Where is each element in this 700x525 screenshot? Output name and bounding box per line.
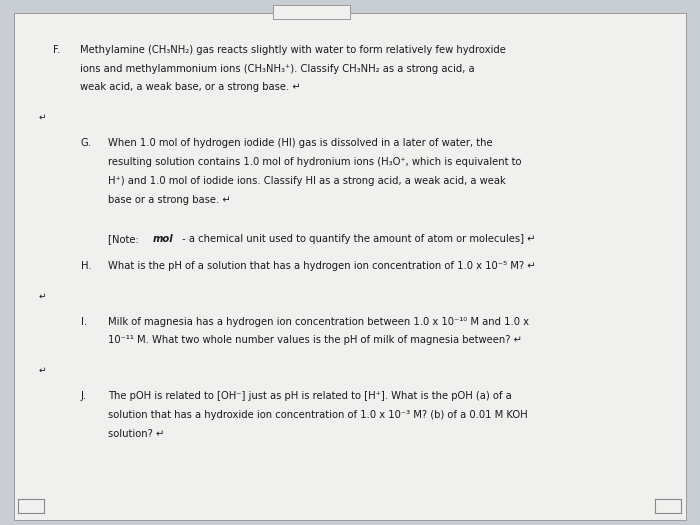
- Text: H⁺) and 1.0 mol of iodide ions. Classify HI as a strong acid, a weak acid, a wea: H⁺) and 1.0 mol of iodide ions. Classify…: [108, 176, 506, 186]
- Text: F.: F.: [52, 45, 60, 55]
- FancyBboxPatch shape: [14, 13, 686, 520]
- FancyBboxPatch shape: [273, 5, 350, 19]
- Text: ↵: ↵: [38, 113, 46, 122]
- Text: - a chemical unit used to quantify the amount of atom or molecules] ↵: - a chemical unit used to quantify the a…: [178, 234, 536, 244]
- Text: ions and methylammonium ions (CH₃NH₃⁺). Classify CH₃NH₂ as a strong acid, a: ions and methylammonium ions (CH₃NH₃⁺). …: [80, 64, 475, 74]
- Text: J.: J.: [80, 391, 87, 401]
- Text: The pOH is related to [OH⁻] just as pH is related to [H⁺]. What is the pOH (a) o: The pOH is related to [OH⁻] just as pH i…: [108, 391, 512, 401]
- Text: ↵: ↵: [38, 366, 46, 375]
- Text: base or a strong base. ↵: base or a strong base. ↵: [108, 195, 231, 205]
- Text: solution that has a hydroxide ion concentration of 1.0 x 10⁻³ M? (b) of a 0.01 M: solution that has a hydroxide ion concen…: [108, 410, 528, 420]
- Text: 10⁻¹¹ M. What two whole number values is the pH of milk of magnesia between? ↵: 10⁻¹¹ M. What two whole number values is…: [108, 335, 522, 345]
- Text: Methylamine (CH₃NH₂) gas reacts slightly with water to form relatively few hydro: Methylamine (CH₃NH₂) gas reacts slightly…: [80, 45, 506, 55]
- Text: When 1.0 mol of hydrogen iodide (HI) gas is dissolved in a later of water, the: When 1.0 mol of hydrogen iodide (HI) gas…: [108, 138, 493, 148]
- Text: weak acid, a weak base, or a strong base. ↵: weak acid, a weak base, or a strong base…: [80, 82, 301, 92]
- Text: mol: mol: [152, 234, 173, 244]
- Text: What is the pH of a solution that has a hydrogen ion concentration of 1.0 x 10⁻⁵: What is the pH of a solution that has a …: [108, 261, 536, 271]
- Text: solution? ↵: solution? ↵: [108, 429, 165, 439]
- Text: I.: I.: [80, 317, 87, 327]
- Text: G.: G.: [80, 138, 92, 148]
- Text: Milk of magnesia has a hydrogen ion concentration between 1.0 x 10⁻¹⁰ M and 1.0 : Milk of magnesia has a hydrogen ion conc…: [108, 317, 529, 327]
- Text: H.: H.: [80, 261, 91, 271]
- Text: [Note:: [Note:: [108, 234, 142, 244]
- Text: resulting solution contains 1.0 mol of hydronium ions (H₃O⁺, which is equivalent: resulting solution contains 1.0 mol of h…: [108, 157, 522, 167]
- Text: ↵: ↵: [38, 291, 46, 300]
